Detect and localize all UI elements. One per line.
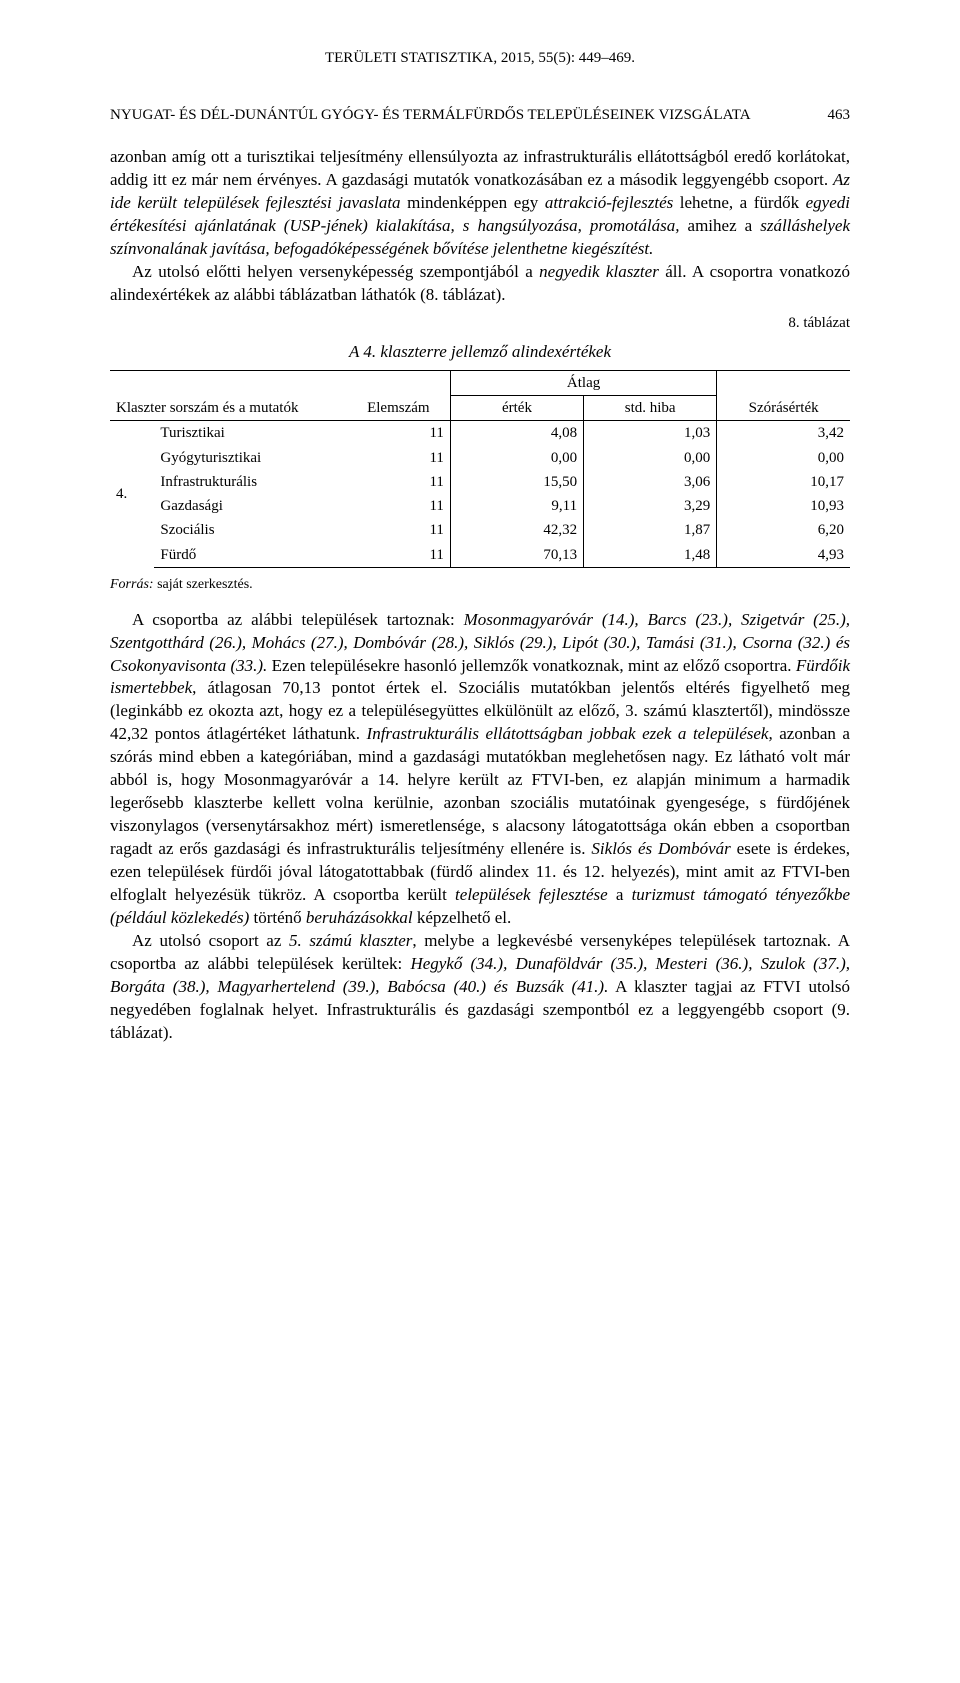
- italic-text: települések fejlesztése: [455, 885, 608, 904]
- cell: 0,00: [450, 446, 583, 470]
- cell: 11: [347, 421, 451, 446]
- cell: 1,87: [584, 518, 717, 542]
- cell: 11: [347, 446, 451, 470]
- table-row: Fürdő 11 70,13 1,48 4,93: [110, 543, 850, 568]
- italic-text: negyedik klaszter: [539, 262, 659, 281]
- page: TERÜLETI STATISZTIKA, 2015, 55(5): 449–4…: [0, 0, 960, 1104]
- cell: 42,32: [450, 518, 583, 542]
- th-ertek: érték: [450, 396, 583, 421]
- table-caption: A 4. klaszterre jellemző alindexértékek: [110, 341, 850, 364]
- text: mindenképpen egy: [401, 193, 545, 212]
- cell: 3,42: [717, 421, 850, 446]
- text: azonban amíg ott a turisztikai teljesítm…: [110, 147, 850, 189]
- cell: 4,08: [450, 421, 583, 446]
- title-line: NYUGAT- ÉS DÉL-DUNÁNTÚL GYÓGY- ÉS TERMÁL…: [110, 107, 850, 124]
- data-table: Klaszter sorszám és a mutatók Elemszám Á…: [110, 370, 850, 568]
- th-stdhiba: std. hiba: [584, 396, 717, 421]
- cell: 3,29: [584, 494, 717, 518]
- table-number: 8. táblázat: [110, 313, 850, 333]
- text: amihez a: [679, 216, 760, 235]
- cell: 9,11: [450, 494, 583, 518]
- cell: Gazdasági: [154, 494, 346, 518]
- table-row: 4. Turisztikai 11 4,08 1,03 3,42: [110, 421, 850, 446]
- cell: 10,93: [717, 494, 850, 518]
- cell: 0,00: [717, 446, 850, 470]
- italic-text: Infrastrukturális ellátottságban jobbak …: [367, 724, 773, 743]
- paragraph-1: azonban amíg ott a turisztikai teljesítm…: [110, 146, 850, 261]
- source-label: Forrás:: [110, 577, 154, 592]
- table-source: Forrás: saját szerkesztés.: [110, 576, 850, 595]
- cell: 10,17: [717, 470, 850, 494]
- cell: Fürdő: [154, 543, 346, 568]
- cell: Szociális: [154, 518, 346, 542]
- text: Ezen településekre hasonló jellemzők von…: [267, 656, 796, 675]
- text: történő: [249, 908, 306, 927]
- cell: Gyógyturisztikai: [154, 446, 346, 470]
- text: A csoportba az alábbi települések tartoz…: [132, 610, 464, 629]
- italic-text: attrakció-fejlesztés: [545, 193, 673, 212]
- text: azonban a szórás mind ebben a kategóriáb…: [110, 724, 850, 858]
- page-number: 463: [828, 107, 851, 124]
- section-title: NYUGAT- ÉS DÉL-DUNÁNTÚL GYÓGY- ÉS TERMÁL…: [110, 107, 751, 124]
- table-row: Gyógyturisztikai 11 0,00 0,00 0,00: [110, 446, 850, 470]
- cell: 11: [347, 543, 451, 568]
- body-text: azonban amíg ott a turisztikai teljesítm…: [110, 146, 850, 1044]
- cell: 1,03: [584, 421, 717, 446]
- text: Az utolsó csoport az: [132, 931, 289, 950]
- source-text: saját szerkesztés.: [154, 577, 253, 592]
- table-row: Infrastrukturális 11 15,50 3,06 10,17: [110, 470, 850, 494]
- paragraph-4: Az utolsó csoport az 5. számú klaszter, …: [110, 930, 850, 1045]
- th-atlag: Átlag: [450, 370, 716, 395]
- th-elemszam: Elemszám: [347, 370, 451, 421]
- table-row: Szociális 11 42,32 1,87 6,20: [110, 518, 850, 542]
- cell: 3,06: [584, 470, 717, 494]
- italic-text: beruházásokkal: [306, 908, 413, 927]
- cell: 1,48: [584, 543, 717, 568]
- cell: Infrastrukturális: [154, 470, 346, 494]
- italic-text: 5. számú klaszter: [289, 931, 412, 950]
- text: lehetne, a fürdők: [673, 193, 805, 212]
- cell: 4,93: [717, 543, 850, 568]
- cell: 15,50: [450, 470, 583, 494]
- paragraph-3: A csoportba az alábbi települések tartoz…: [110, 609, 850, 930]
- table-row: Gazdasági 11 9,11 3,29 10,93: [110, 494, 850, 518]
- th-klaszter: Klaszter sorszám és a mutatók: [110, 370, 347, 421]
- text: a: [608, 885, 632, 904]
- text: képzelhető el.: [413, 908, 512, 927]
- table-body: 4. Turisztikai 11 4,08 1,03 3,42 Gyógytu…: [110, 421, 850, 568]
- paragraph-2: Az utolsó előtti helyen versenyképesség …: [110, 261, 850, 307]
- th-szoras: Szórásérték: [717, 370, 850, 421]
- cell: 11: [347, 470, 451, 494]
- text: Az utolsó előtti helyen versenyképesség …: [132, 262, 539, 281]
- cell: 11: [347, 494, 451, 518]
- running-head: TERÜLETI STATISZTIKA, 2015, 55(5): 449–4…: [110, 50, 850, 67]
- group-label: 4.: [110, 421, 154, 568]
- italic-text: Siklós és Dombóvár: [591, 839, 730, 858]
- cell: 6,20: [717, 518, 850, 542]
- cell: 11: [347, 518, 451, 542]
- cell: 0,00: [584, 446, 717, 470]
- cell: 70,13: [450, 543, 583, 568]
- cell: Turisztikai: [154, 421, 346, 446]
